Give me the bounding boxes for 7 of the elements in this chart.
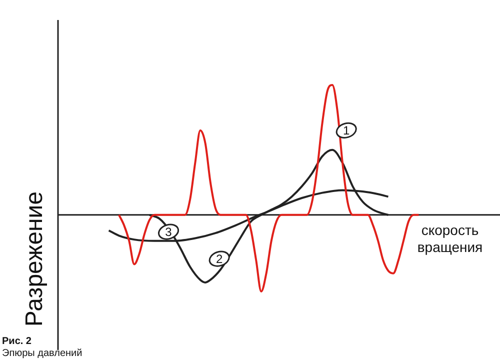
text: Эпюры давлений bbox=[2, 348, 82, 360]
series-label: 1 bbox=[343, 124, 350, 138]
y-axis-title: Разрежение bbox=[21, 191, 48, 327]
text: Рис. 2 bbox=[2, 336, 32, 348]
x-axis-title: скорость вращения bbox=[416, 222, 484, 256]
series-label: 2 bbox=[216, 252, 223, 266]
series-label: 3 bbox=[165, 225, 172, 240]
